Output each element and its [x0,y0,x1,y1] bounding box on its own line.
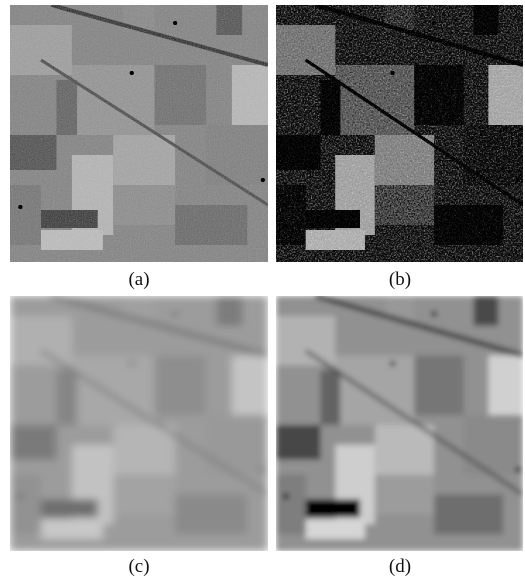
caption: (a) [109,269,169,291]
image-c [10,296,268,551]
figure: (a) (b) (c) (d) [0,0,525,583]
caption: (d) [370,556,430,578]
image-d [276,296,523,551]
caption: (c) [109,556,169,578]
caption: (b) [370,269,430,291]
image-a [10,5,268,262]
image-b [276,5,523,262]
